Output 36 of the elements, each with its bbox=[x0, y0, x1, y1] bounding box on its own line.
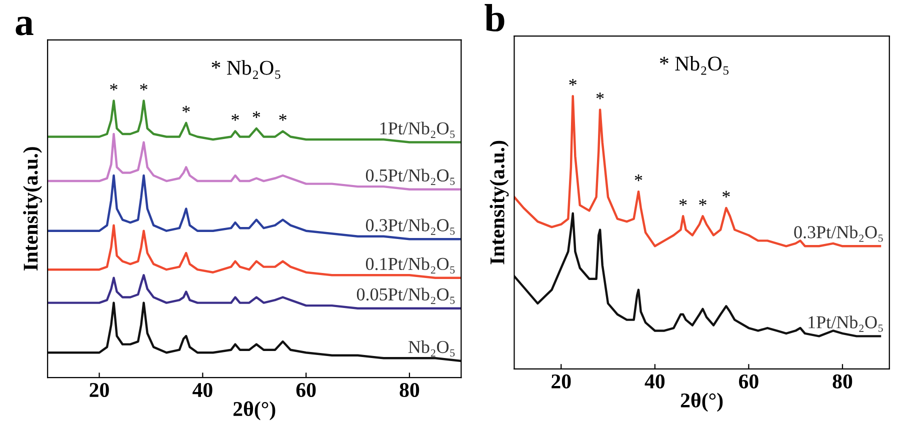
text: * Nb₂O₅ bbox=[660, 56, 729, 75]
series-label: Nb₂O₅ bbox=[408, 340, 455, 357]
x-tick-label: 20 bbox=[90, 382, 109, 398]
series-label: 0.3Pt/Nb₂O₅ bbox=[366, 218, 455, 235]
x-axis-title: 2θ(°) bbox=[234, 401, 276, 420]
chart-title: b bbox=[484, 4, 504, 32]
x-axis-title: 2θ(°) bbox=[680, 392, 723, 412]
series-label: 0.3Pt/Nb₂O₅ bbox=[794, 226, 883, 242]
x-tick-label: 40 bbox=[192, 382, 212, 398]
annotation: * bbox=[569, 79, 576, 86]
text: * Nb₂O₅ bbox=[212, 60, 280, 79]
annotation: * bbox=[679, 199, 687, 206]
annotation: * bbox=[279, 114, 286, 121]
series-label: 1Pt/Nb₂O₅ bbox=[808, 316, 883, 332]
annotation: * bbox=[252, 111, 260, 118]
x-tick-label: 40 bbox=[644, 374, 665, 388]
annotation: * bbox=[232, 114, 239, 121]
x-tick-label: 20 bbox=[552, 374, 571, 388]
series-label: 0.5Pt/Nb₂O₅ bbox=[366, 168, 455, 185]
x-tick-label: 80 bbox=[400, 382, 420, 398]
annotation: * bbox=[110, 84, 118, 90]
annotation: * bbox=[722, 190, 730, 198]
x-tick-label: 80 bbox=[832, 374, 852, 388]
y-axis-title: Intensity(a.u.) bbox=[23, 147, 42, 271]
chart-title: a bbox=[16, 16, 34, 36]
x-tick-label: 60 bbox=[738, 374, 758, 388]
annotation: * bbox=[140, 84, 148, 90]
series-label: 0.05Pt/Nb₂O₅ bbox=[356, 288, 455, 304]
annotation: * bbox=[634, 174, 642, 182]
series-label: 1Pt/Nb₂O₅ bbox=[380, 122, 455, 138]
annotation: * bbox=[699, 199, 706, 206]
y-axis-title: Intensity(a.u.) bbox=[490, 140, 509, 264]
annotation: * bbox=[596, 92, 604, 100]
x-tick-label: 60 bbox=[296, 382, 316, 398]
series-label: 0.1Pt/Nb₂O₅ bbox=[366, 257, 455, 274]
annotation: * bbox=[182, 106, 190, 112]
